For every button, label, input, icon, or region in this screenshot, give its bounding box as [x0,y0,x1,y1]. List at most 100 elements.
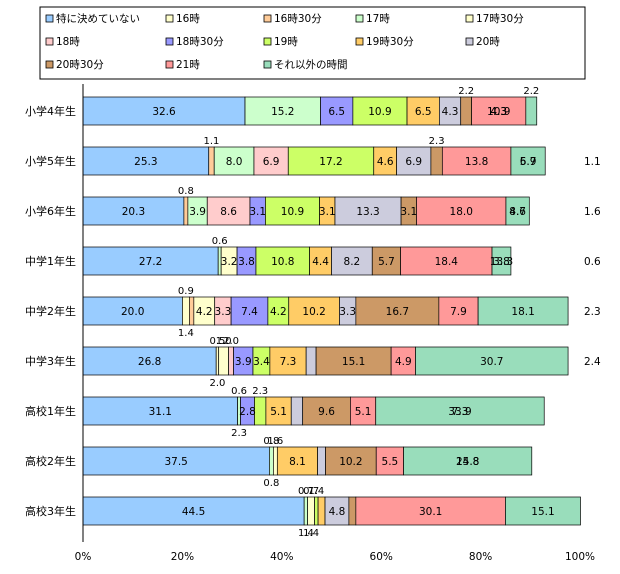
legend-swatch [263,14,272,23]
data-label: 8.0 [226,156,243,168]
data-label: 1.6 [584,206,601,218]
data-label: 30.1 [419,506,442,518]
data-label: 1.4 [298,528,314,539]
data-label: 0.8 [263,436,279,447]
x-axis: 0% 20% 40% 60% 80% 100% [75,84,595,563]
legend-swatch [45,37,54,46]
bar-segment [288,296,340,326]
data-label: 5.5 [382,456,399,468]
bar-segment [218,346,229,376]
bar-segment [82,496,305,526]
data-label: 31.1 [149,406,172,418]
data-label: 2.3 [429,136,445,147]
bar-segment [477,296,569,326]
bar-segment [305,346,317,376]
data-label: 8.1 [289,456,306,468]
data-label: 2.3 [584,306,601,318]
bar-segment [255,246,310,276]
bar-segment [325,446,377,476]
legend-swatch [165,60,174,69]
data-label: 3.3 [215,306,232,318]
data-label: 3.1 [400,206,417,218]
data-label: 1.4 [308,486,324,497]
bar-segment [355,496,506,526]
data-label: 20.3 [122,206,145,218]
bar-segment [415,346,569,376]
bar-segment [438,296,479,326]
legend-label: 20時30分 [56,59,104,71]
data-label: 6.9 [263,156,280,168]
data-label: 10.9 [368,106,391,118]
x-tick-label: 40% [270,551,293,563]
data-label: 4.8 [329,506,346,518]
data-label: 4.6 [377,156,394,168]
bar-segment [406,96,440,126]
data-label: 8.6 [220,206,237,218]
data-label: 10.2 [302,306,325,318]
bar-segment [396,146,432,176]
data-label: 18.0 [450,206,473,218]
bar-segment [228,346,234,376]
bar-segment [348,496,357,526]
data-label: 9.6 [318,406,335,418]
data-labels: 小学4年生 32.6 15.2 6.5 10.9 6.5 4.3 10.94.34.32.2 2… [25,86,601,539]
data-label: 0.6 [584,256,601,268]
bar-segment [350,396,377,426]
bar-segment [303,496,308,526]
data-label: 3.3 [339,306,356,318]
category-label: 小学6年生 [25,204,76,218]
data-label: 5.7 [378,256,395,268]
data-label: 7.9 [450,306,467,318]
data-label: 3.9 [189,206,206,218]
data-label: 26.8 [138,356,161,368]
data-label: 0.6 [212,236,228,247]
data-label: 37.5 [164,456,187,468]
data-label: 18.1 [511,306,534,318]
bar-segment [230,296,269,326]
data-label: 4.9 [395,356,412,368]
data-label: 1.1 [584,156,601,168]
data-label: 8.2 [344,256,361,268]
bar-segment [215,346,220,376]
data-label: 7.3 [452,406,469,418]
data-label: 4.4 [312,256,329,268]
data-label: 25.3 [134,156,157,168]
bar-segment [505,196,530,226]
data-label: 6.5 [328,106,345,118]
data-label: 7.4 [241,306,258,318]
data-label: 10.8 [271,256,294,268]
bar-segment [525,96,538,126]
bar-segment [314,496,319,526]
data-label: 44.5 [182,506,205,518]
data-label: 6.5 [415,106,432,118]
x-tick-label: 0% [75,551,92,563]
data-label: 3.4 [253,356,270,368]
data-label: 1.4 [303,528,319,539]
data-label: 5.1 [270,406,287,418]
data-label: 33.9 [448,406,471,418]
legend-swatch [165,37,174,46]
bar-segment [460,96,473,126]
legend-label: 19時30分 [366,36,414,48]
bar-segment [82,146,210,176]
bars [82,96,581,526]
data-label: 3.9 [235,356,252,368]
data-label: 2.0 [209,378,225,389]
bar-segment [302,396,351,426]
legend-frame [39,6,586,80]
legend-swatch [45,14,54,23]
data-label: 27.2 [139,256,162,268]
data-label: 15.1 [531,506,554,518]
data-label: 2.4 [584,356,601,368]
legend-label: 16時 [176,13,200,25]
data-label: 13.8 [465,156,488,168]
data-label: 17.2 [319,156,342,168]
data-label: 16.7 [386,306,409,318]
legend-label: 16時30分 [274,13,322,25]
data-label: 4.3 [490,106,507,118]
legend-swatch [355,14,364,23]
bar-segment [375,446,404,476]
legend-swatch [263,37,272,46]
legend-label: 18時30分 [176,36,224,48]
